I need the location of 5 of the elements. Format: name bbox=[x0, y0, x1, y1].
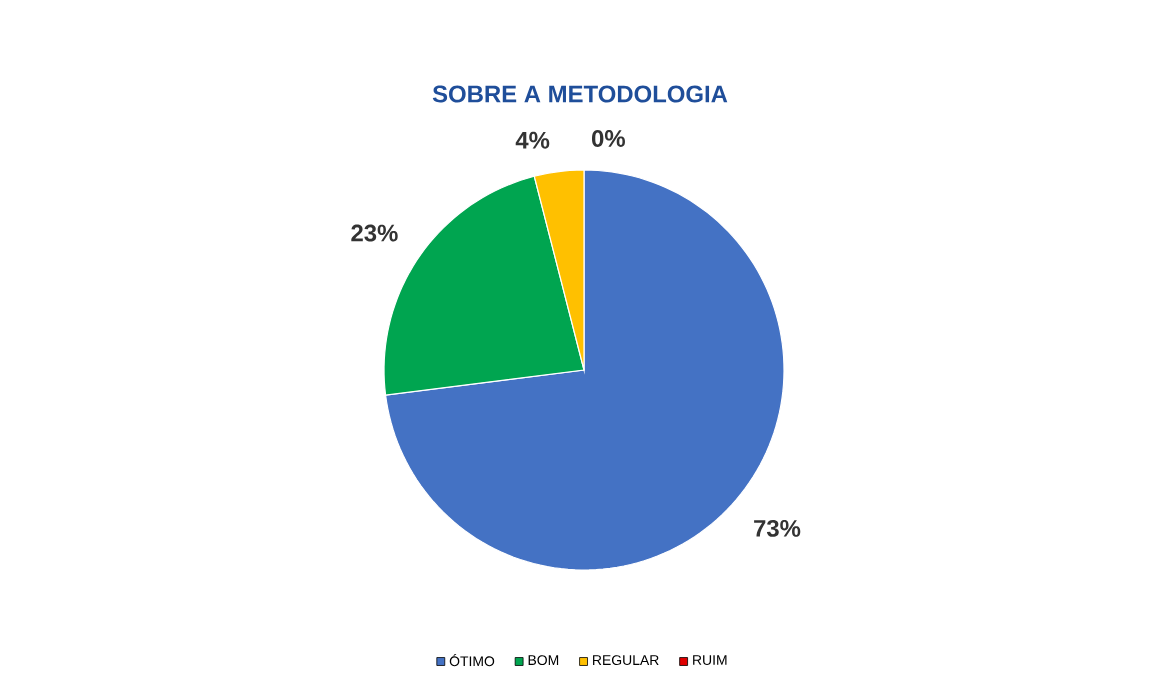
text: 0% bbox=[591, 130, 625, 147]
data-label: 23% bbox=[351, 224, 398, 242]
chart-title: SOBRE A METODOLOGIA bbox=[432, 85, 728, 103]
data-label: 73% bbox=[754, 519, 801, 537]
data-label: 4% bbox=[515, 131, 550, 149]
